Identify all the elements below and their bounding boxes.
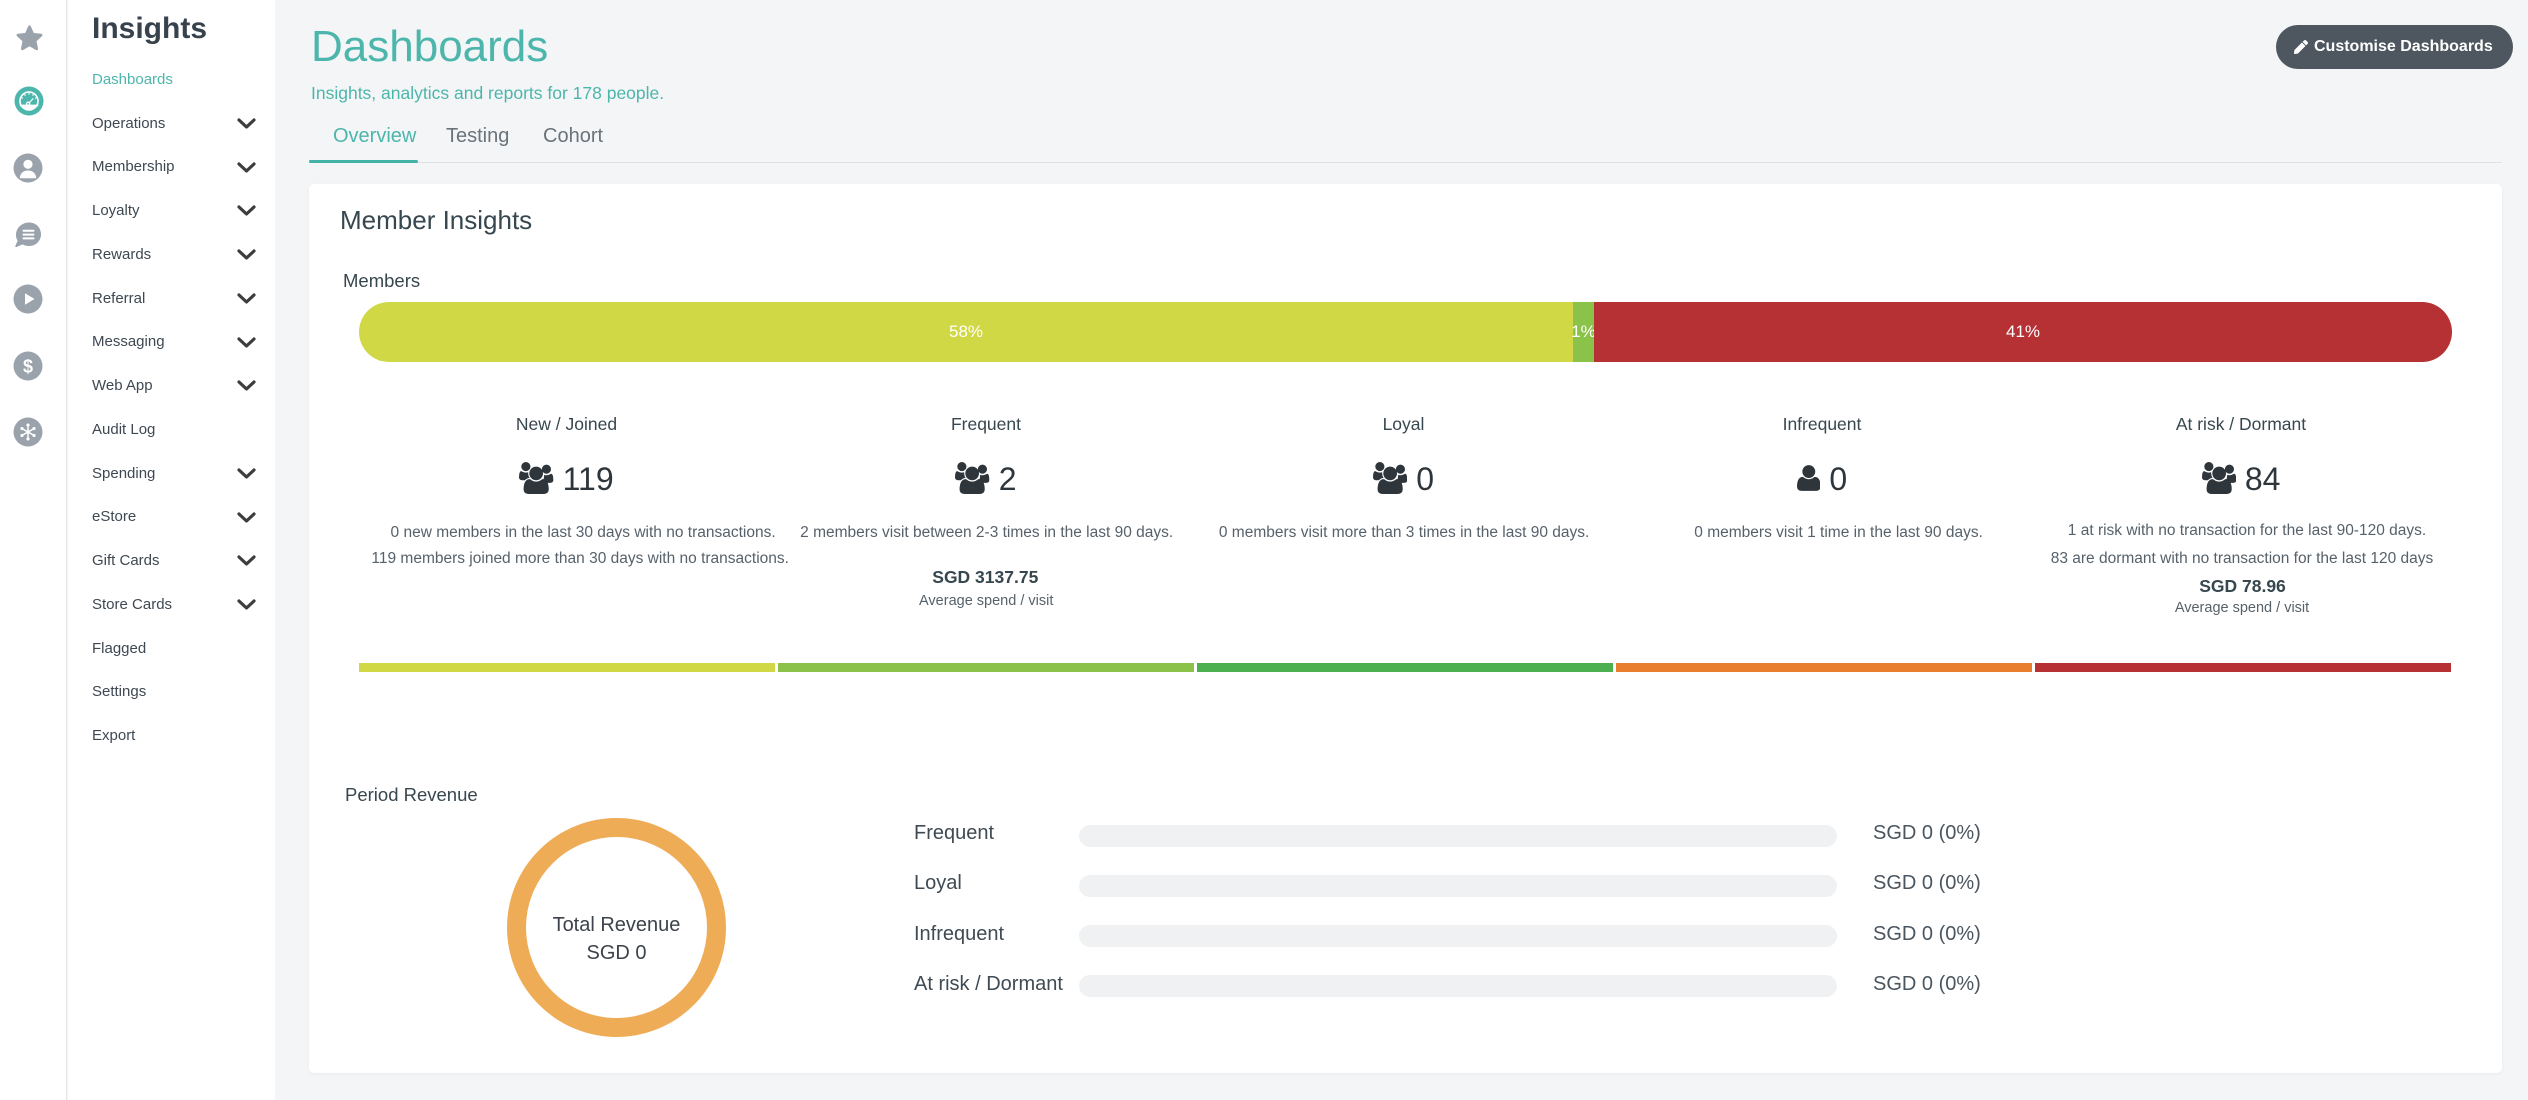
svg-text:$: $ xyxy=(23,357,33,377)
